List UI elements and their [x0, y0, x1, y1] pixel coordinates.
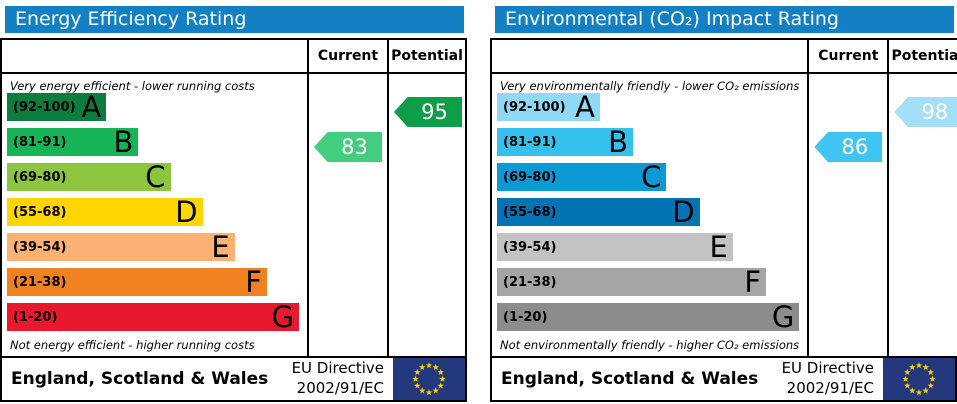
eu-directive-line-2: 2002/91/EC — [296, 379, 384, 397]
band-letter: E — [211, 230, 230, 264]
potential-rating-arrow: 95 — [394, 97, 462, 127]
band-letter: B — [608, 125, 629, 159]
band-letter: F — [245, 265, 262, 299]
band-range: (81-91) — [503, 134, 557, 150]
band-letter: G — [771, 300, 795, 334]
rating-table: Current Potential Very environmentally f… — [490, 38, 957, 356]
current-column-header: Current — [307, 40, 387, 74]
band-range: (92-100) — [13, 99, 76, 115]
current-column-header: Current — [807, 40, 888, 74]
band-bar: (55-68) D — [497, 195, 700, 229]
band-letter: A — [81, 90, 102, 124]
band-bar: (92-100) A — [7, 90, 107, 124]
bottom-note: Not environmentally friendly - higher CO… — [500, 338, 800, 352]
band-row-a: (92-100) A — [7, 90, 299, 124]
panel-footer: England, Scotland & Wales EU Directive 2… — [0, 356, 467, 402]
band-range: (69-80) — [503, 169, 557, 185]
band-bar: (81-91) B — [7, 125, 139, 159]
band-bar: (55-68) D — [7, 195, 203, 229]
footer-region: England, Scotland & Wales — [11, 369, 269, 389]
potential-column: 95 — [387, 74, 465, 356]
energy-efficiency-panel: Energy Efficiency Rating Current Potenti… — [0, 0, 467, 404]
band-row-e: (39-54) E — [7, 230, 299, 264]
footer-region: England, Scotland & Wales — [501, 369, 759, 389]
band-row-a: (92-100) A — [497, 90, 799, 124]
band-row-g: (1-20) G — [7, 300, 299, 334]
current-rating-arrow: 83 — [314, 132, 382, 162]
band-row-c: (69-80) C — [497, 160, 799, 194]
band-row-d: (55-68) D — [7, 195, 299, 229]
band-letter: C — [641, 160, 662, 194]
potential-column: 98 — [887, 74, 957, 356]
band-range: (39-54) — [13, 239, 67, 255]
band-range: (21-38) — [13, 274, 67, 290]
eu-directive-line-1: EU Directive — [291, 359, 384, 378]
band-bar: (69-80) C — [7, 160, 171, 194]
band-letter: E — [709, 230, 728, 264]
bands: (92-100) A (81-91) B (69-80) C (55-68) D (39-54)… — [497, 90, 800, 338]
band-range: (69-80) — [13, 169, 67, 185]
band-letter: F — [744, 265, 762, 299]
band-row-d: (55-68) D — [497, 195, 799, 229]
current-column: 83 — [307, 74, 387, 356]
eu-directive-line-1: EU Directive — [781, 359, 874, 378]
band-bar: (92-100) A — [497, 90, 600, 124]
band-range: (81-91) — [13, 134, 67, 150]
potential-column-header: Potential — [387, 40, 465, 74]
band-bar: (21-38) F — [497, 265, 767, 299]
band-bar: (81-91) B — [497, 125, 634, 159]
band-bar: (39-54) E — [497, 230, 733, 264]
band-bar: (39-54) E — [7, 230, 235, 264]
band-bar: (1-20) G — [7, 300, 299, 334]
bands: (92-100) A (81-91) B (69-80) C (55-68) D (39-54)… — [7, 93, 299, 338]
top-note: Very energy efficient - lower running co… — [10, 78, 255, 93]
header-spacer — [2, 40, 307, 74]
panel-title-bar: Environmental (CO₂) Impact Rating — [495, 6, 954, 33]
top-note: Very environmentally friendly - lower CO… — [500, 78, 800, 93]
band-row-b: (81-91) B — [7, 125, 299, 159]
band-range: (1-20) — [13, 309, 58, 325]
rating-table: Current Potential Very energy efficient … — [0, 38, 467, 356]
bands-column: Very environmentally friendly - lower CO… — [492, 74, 808, 356]
band-row-b: (81-91) B — [497, 125, 799, 159]
band-bar: (21-38) F — [7, 265, 267, 299]
band-letter: D — [672, 195, 695, 229]
panel-title-bar: Energy Efficiency Rating — [5, 6, 464, 33]
band-row-g: (1-20) G — [497, 300, 800, 334]
band-range: (55-68) — [13, 204, 67, 220]
current-rating-arrow: 86 — [814, 132, 883, 162]
band-row-e: (39-54) E — [497, 230, 799, 264]
potential-rating-arrow: 98 — [894, 97, 957, 127]
eu-flag-icon — [883, 358, 955, 400]
band-letter: C — [145, 160, 166, 194]
panel-footer: England, Scotland & Wales EU Directive 2… — [490, 356, 957, 402]
band-bar: (69-80) C — [497, 160, 667, 194]
band-range: (1-20) — [503, 309, 548, 325]
eu-directive-line-2: 2002/91/EC — [786, 379, 874, 397]
band-row-f: (21-38) F — [7, 265, 299, 299]
bands-column: Very energy efficient - lower running co… — [2, 74, 307, 356]
eu-directive-text: EU Directive 2002/91/EC — [782, 359, 874, 399]
eu-directive-text: EU Directive 2002/91/EC — [292, 359, 384, 399]
band-letter: G — [271, 300, 294, 334]
eu-flag-icon — [393, 358, 465, 400]
band-bar: (1-20) G — [497, 300, 800, 334]
potential-column-header: Potential — [887, 40, 957, 74]
current-column: 86 — [807, 74, 888, 356]
header-spacer — [492, 40, 808, 74]
band-row-c: (69-80) C — [7, 160, 299, 194]
band-letter: B — [113, 125, 134, 159]
bottom-note: Not energy efficient - higher running co… — [10, 338, 255, 352]
band-range: (55-68) — [503, 204, 557, 220]
band-range: (39-54) — [503, 239, 557, 255]
band-range: (92-100) — [503, 99, 566, 115]
band-letter: D — [175, 195, 198, 229]
band-range: (21-38) — [503, 274, 557, 290]
band-row-f: (21-38) F — [497, 265, 799, 299]
band-letter: A — [574, 90, 595, 124]
co2-impact-panel: Environmental (CO₂) Impact Rating Curren… — [490, 0, 957, 404]
